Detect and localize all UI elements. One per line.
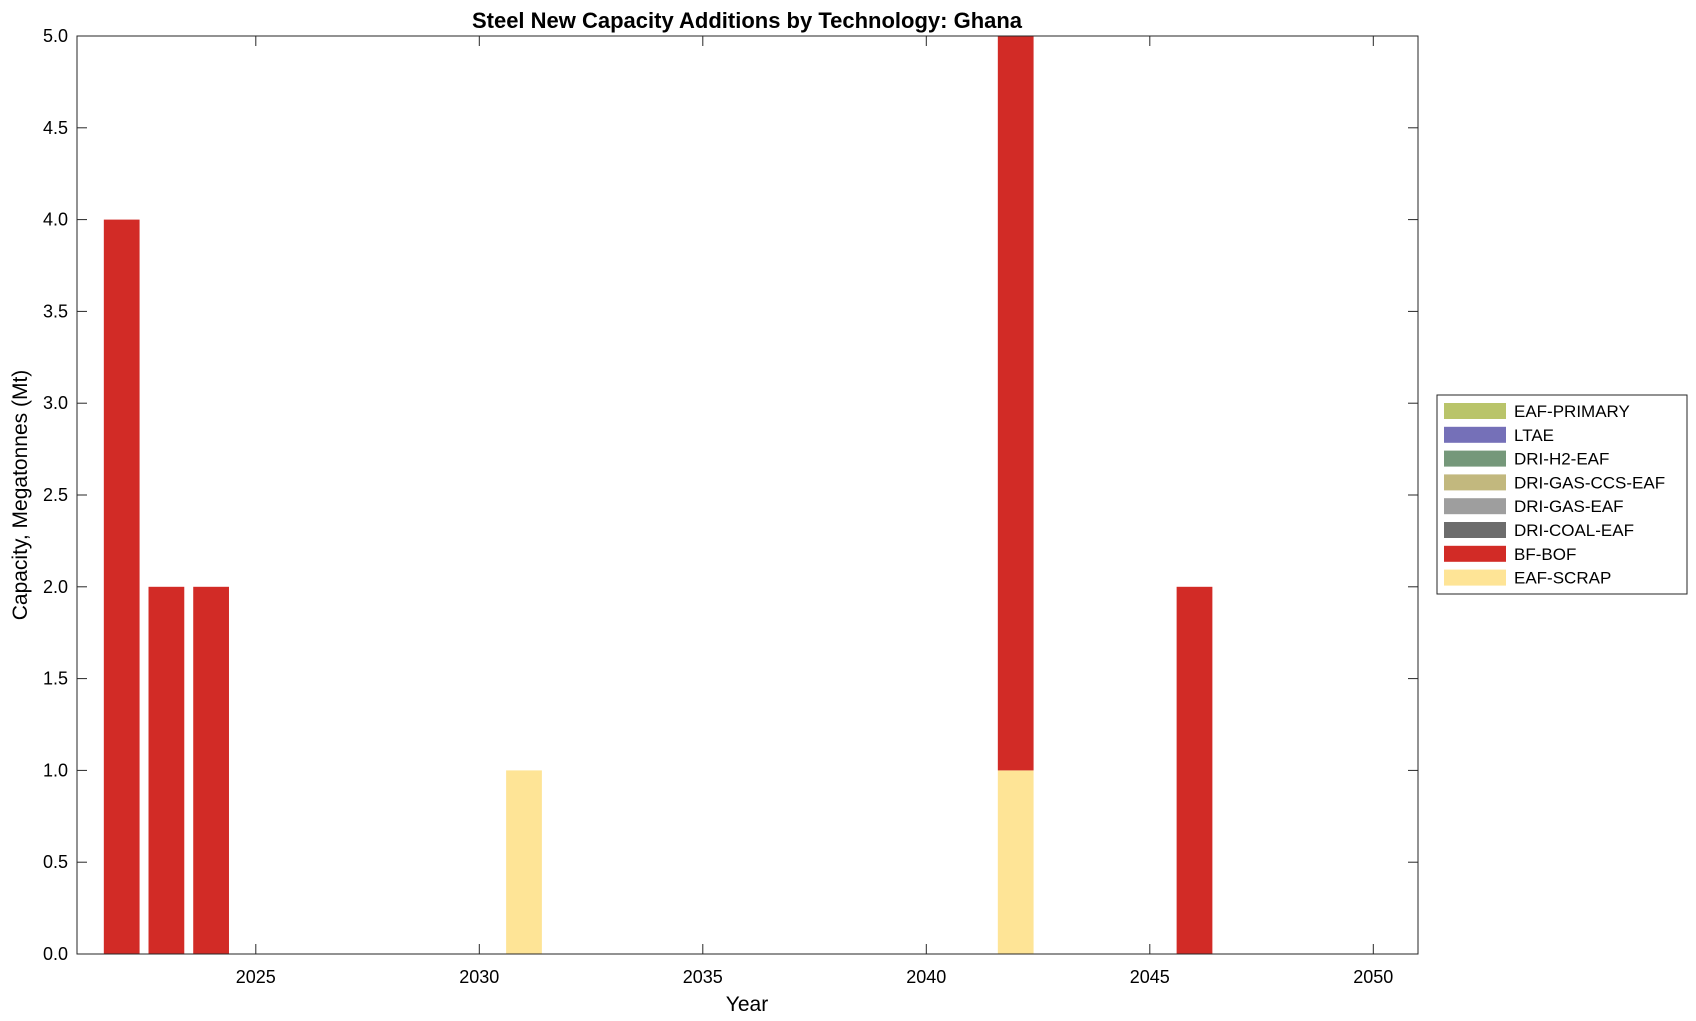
legend-label-dri-gas-eaf: DRI-GAS-EAF — [1514, 497, 1624, 516]
legend: EAF-PRIMARY LTAE DRI-H2-EAF DRI-GAS-CCS-EAF… — [1436, 394, 1688, 595]
legend-swatch-dri-h2-eaf — [1444, 450, 1506, 467]
x-axis-label: Year — [726, 993, 768, 1016]
plot-area — [77, 36, 1418, 954]
legend-swatch-dri-gas-ccs-eaf — [1444, 474, 1506, 491]
legend-swatch-eaf-primary — [1444, 403, 1506, 419]
legend-item-dri-coal-eaf: DRI-COAL-EAF — [1444, 521, 1634, 540]
bar-bf-bof-2042 — [997, 36, 1034, 771]
x-tick-label-2035: 2035 — [683, 967, 723, 987]
y-tick-label-2.0: 2.0 — [43, 577, 68, 597]
y-tick-label-3.0: 3.0 — [43, 393, 68, 413]
y-axis-label: Capacity, Megatonnes (Mt) — [9, 370, 32, 621]
legend-items: EAF-PRIMARY LTAE DRI-H2-EAF DRI-GAS-CCS-EAF… — [1444, 402, 1665, 588]
y-tick-label-0.5: 0.5 — [43, 852, 68, 872]
legend-label-dri-gas-ccs-eaf: DRI-GAS-CCS-EAF — [1514, 473, 1665, 492]
legend-swatch-bf-bof — [1444, 545, 1506, 562]
legend-item-eaf-primary: EAF-PRIMARY — [1444, 402, 1630, 421]
legend-swatch-eaf-scrap — [1444, 569, 1506, 586]
x-tick-label-2025: 2025 — [236, 967, 276, 987]
legend-item-bf-bof: BF-BOF — [1444, 545, 1576, 564]
legend-label-eaf-primary: EAF-PRIMARY — [1514, 402, 1630, 421]
legend-item-dri-gas-eaf: DRI-GAS-EAF — [1444, 497, 1624, 516]
bar-bf-bof-2046 — [1176, 586, 1213, 954]
legend-swatch-dri-coal-eaf — [1444, 522, 1506, 538]
legend-swatch-ltae — [1444, 426, 1506, 443]
y-tick-label-3.5: 3.5 — [43, 301, 68, 321]
x-tick-label-2050: 2050 — [1353, 967, 1393, 987]
x-tick-label-2040: 2040 — [906, 967, 946, 987]
x-tick-label-2030: 2030 — [459, 967, 499, 987]
bar-bf-bof-2022 — [103, 219, 140, 955]
bar-bf-bof-2024 — [193, 586, 229, 954]
y-tick-label-2.5: 2.5 — [43, 485, 68, 505]
y-tick-label-1.5: 1.5 — [43, 669, 68, 689]
legend-label-eaf-scrap: EAF-SCRAP — [1514, 569, 1611, 588]
legend-item-dri-h2-eaf: DRI-H2-EAF — [1444, 450, 1609, 469]
bar-eaf-scrap-2031 — [506, 770, 542, 954]
legend-box — [1436, 394, 1688, 595]
y-tick-label-5.0: 5.0 — [43, 26, 68, 46]
legend-label-dri-h2-eaf: DRI-H2-EAF — [1514, 450, 1609, 469]
bars-layer — [103, 36, 1213, 955]
y-tick-label-0.0: 0.0 — [43, 944, 68, 964]
y-axis-ticks: 0.0 0.5 1.0 1.5 2.0 2.5 3.0 3.5 4.0 4.5 5.0 — [43, 26, 1418, 964]
bar-eaf-scrap-2042 — [997, 770, 1034, 954]
y-tick-label-1.0: 1.0 — [43, 760, 68, 780]
legend-label-dri-coal-eaf: DRI-COAL-EAF — [1514, 521, 1634, 540]
x-axis-ticks: 2025 2030 2035 2040 2045 2050 — [236, 36, 1393, 987]
legend-item-ltae: LTAE — [1444, 426, 1554, 445]
y-tick-label-4.5: 4.5 — [43, 118, 68, 138]
legend-label-ltae: LTAE — [1514, 426, 1554, 445]
legend-item-dri-gas-ccs-eaf: DRI-GAS-CCS-EAF — [1444, 473, 1665, 492]
legend-item-eaf-scrap: EAF-SCRAP — [1444, 569, 1611, 588]
x-tick-label-2045: 2045 — [1130, 967, 1170, 987]
bar-bf-bof-2023 — [148, 586, 185, 954]
chart-title: Steel New Capacity Additions by Technolo… — [472, 8, 1023, 33]
legend-label-bf-bof: BF-BOF — [1514, 545, 1576, 564]
y-tick-label-4.0: 4.0 — [43, 210, 68, 230]
legend-swatch-dri-gas-eaf — [1444, 498, 1506, 515]
